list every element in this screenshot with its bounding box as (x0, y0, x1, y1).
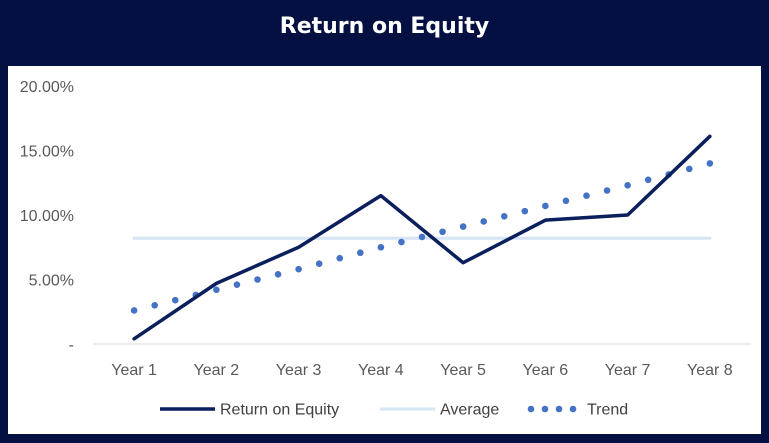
trend-point (336, 254, 344, 262)
trend-point (418, 233, 426, 241)
x-tick-label: Year 7 (605, 362, 651, 379)
y-tick-label: 15.00% (20, 144, 74, 161)
legend-swatch-trend (541, 405, 549, 413)
x-tick-label: Year 2 (194, 362, 240, 379)
x-tick-label: Year 4 (358, 362, 404, 379)
trend-point (521, 207, 529, 215)
legend-label-trend: Trend (587, 402, 628, 419)
trend-point (603, 187, 611, 194)
trend-point (171, 296, 179, 304)
trend-point (624, 182, 631, 189)
trend-point (357, 249, 364, 257)
legend-swatch-trend (569, 405, 577, 413)
legend-label-return-on-equity: Return on Equity (220, 402, 339, 419)
x-tick-label: Year 8 (687, 362, 733, 379)
x-tick-label: Year 1 (111, 362, 157, 379)
trend-point (542, 202, 549, 210)
trend-point (398, 238, 405, 246)
series-return-on-equity-line (132, 134, 712, 341)
trend-point (274, 271, 282, 278)
y-tick-label: 5.00% (29, 273, 74, 290)
x-tick-label: Year 6 (523, 362, 569, 379)
trend-point (583, 192, 590, 199)
trend-point (130, 307, 138, 314)
chart-panel (8, 66, 761, 434)
trend-point (295, 265, 302, 273)
trend-point (562, 197, 570, 205)
y-tick-label: 20.00% (20, 79, 74, 96)
trend-point (480, 218, 487, 225)
trend-point (151, 302, 158, 309)
y-tick-label: 10.00% (20, 208, 74, 225)
trend-point (686, 165, 693, 173)
legend-swatch-trend (527, 405, 535, 413)
trend-point (254, 276, 261, 283)
chart-title: Return on Equity (279, 14, 490, 39)
trend-point (377, 243, 385, 251)
trend-point (233, 281, 241, 288)
series-trend (130, 160, 714, 314)
y-tick-label: - (69, 337, 74, 354)
legend-swatch-trend (555, 405, 563, 413)
trend-point (213, 286, 220, 294)
trend-point (439, 228, 446, 236)
trend-point (644, 176, 652, 184)
x-tick-label: Year 5 (440, 362, 486, 379)
x-tick-label: Year 3 (276, 362, 322, 379)
trend-point (706, 160, 714, 167)
trend-point (315, 260, 323, 267)
legend-label-average: Average (440, 402, 499, 419)
trend-point (459, 223, 467, 230)
trend-point (500, 212, 508, 220)
